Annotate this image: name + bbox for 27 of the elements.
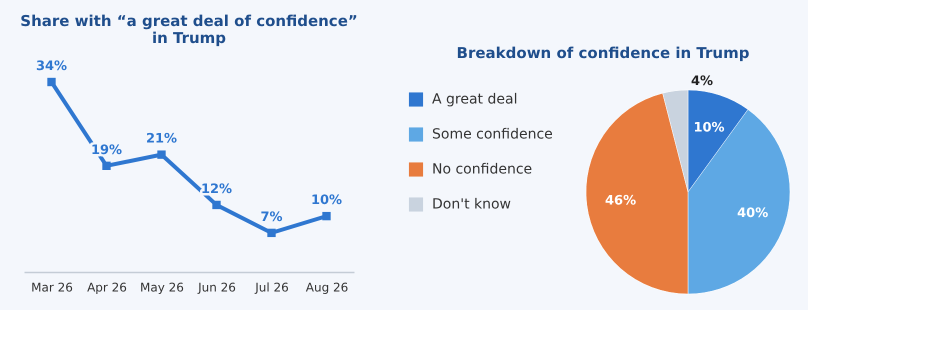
- point: [157, 150, 166, 159]
- data-label: 10%: [693, 120, 725, 136]
- legend-label: Some confidence: [432, 126, 553, 142]
- x-tick-label: Jul 26: [254, 280, 289, 294]
- legend-label: A great deal: [432, 92, 518, 108]
- point: [267, 228, 276, 238]
- x-tick-label: Apr 26: [87, 280, 127, 294]
- data-label: 46%: [604, 194, 636, 209]
- legend-label: No confidence: [432, 162, 532, 178]
- data-label: 40%: [737, 206, 768, 222]
- x-tick-label: Aug 26: [306, 280, 348, 294]
- data-label: 34%: [36, 59, 68, 74]
- data-label: 12%: [200, 182, 232, 197]
- legend-label: Don't know: [432, 196, 512, 212]
- x-tick-label: May 26: [140, 280, 184, 294]
- chart-title: Share with “a great deal of confidence” in Trump: [20, 12, 358, 47]
- x-tick-label: Jun 26: [197, 280, 236, 294]
- point: [322, 212, 331, 220]
- data-label: 21%: [146, 132, 178, 147]
- point: [47, 78, 56, 86]
- data-label: 7%: [260, 210, 283, 225]
- chart-title: Breakdown of confidence in Trump: [456, 44, 750, 62]
- data-label: 4%: [691, 74, 714, 89]
- point: [212, 200, 221, 210]
- data-label: 10%: [310, 193, 342, 208]
- x-tick-label: Mar 26: [31, 280, 73, 294]
- point: [102, 162, 111, 170]
